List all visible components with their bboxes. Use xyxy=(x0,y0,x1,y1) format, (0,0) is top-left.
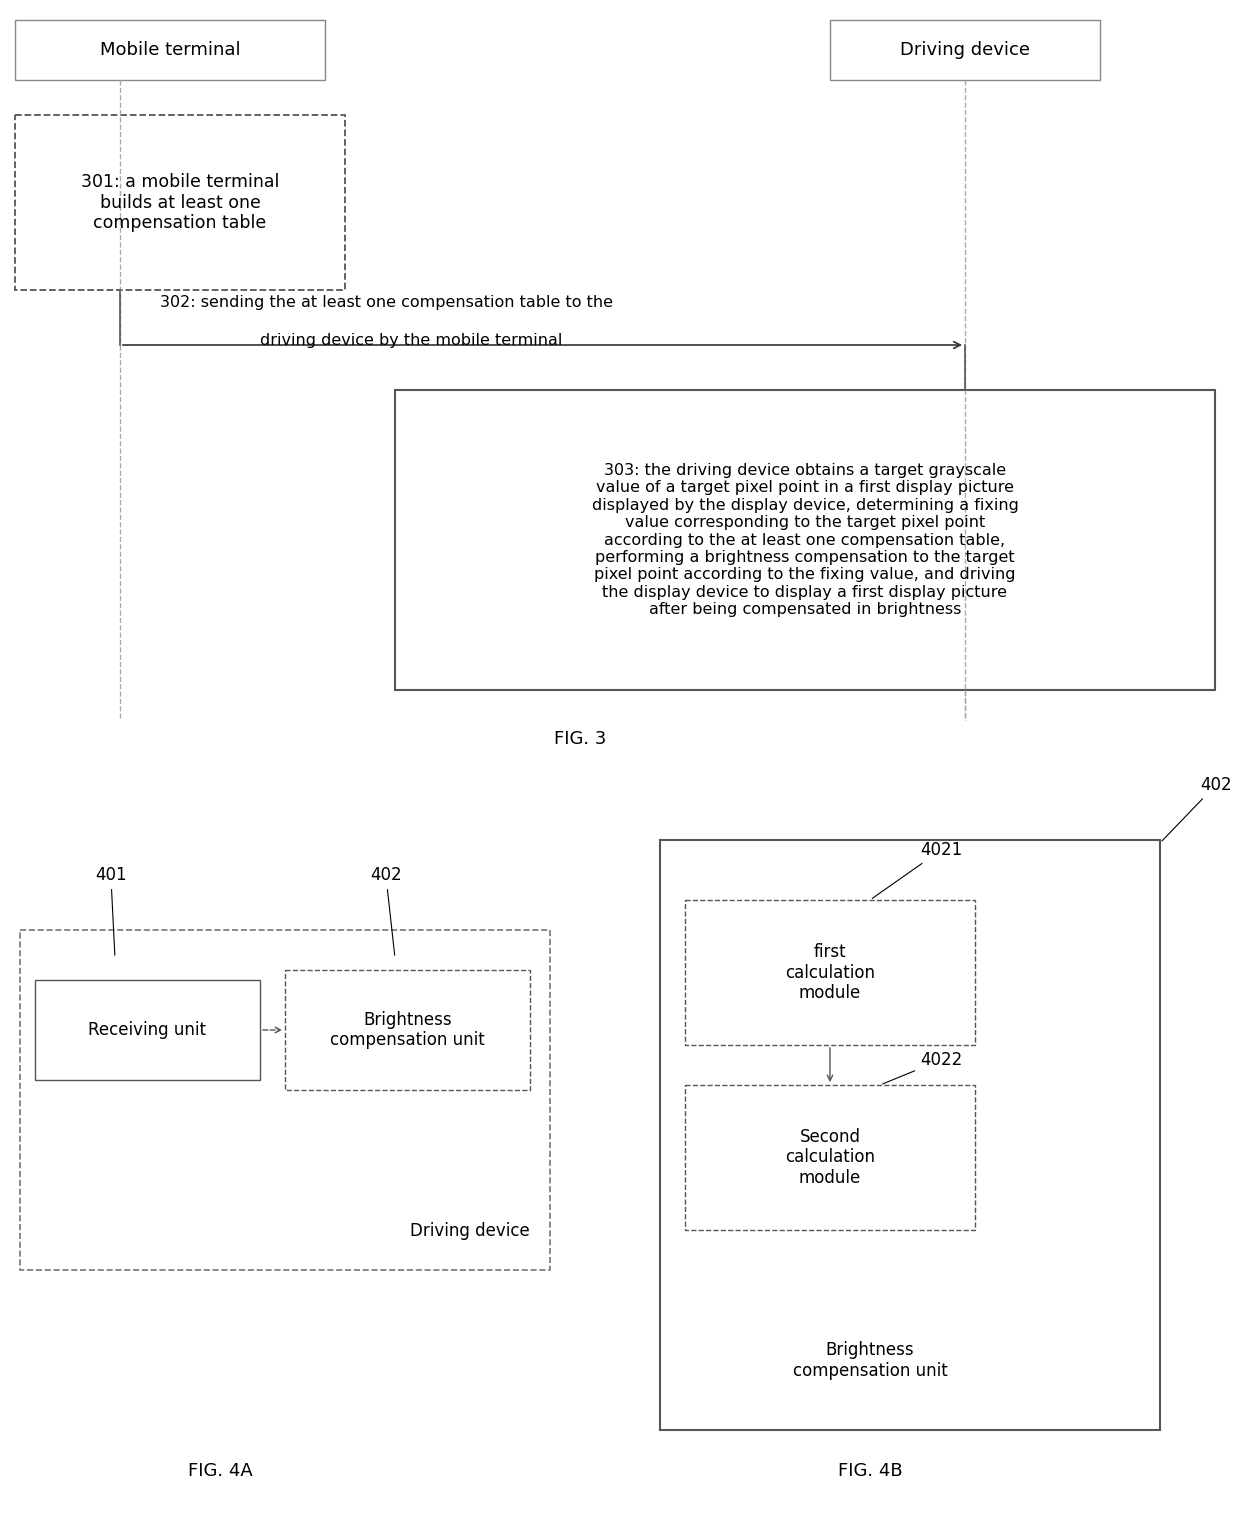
Text: 4022: 4022 xyxy=(883,1051,962,1085)
FancyBboxPatch shape xyxy=(285,970,529,1089)
Text: FIG. 3: FIG. 3 xyxy=(554,731,606,748)
FancyBboxPatch shape xyxy=(684,899,975,1045)
Text: 401: 401 xyxy=(95,866,126,956)
Text: driving device by the mobile terminal: driving device by the mobile terminal xyxy=(260,332,563,348)
Text: 303: the driving device obtains a target grayscale
value of a target pixel point: 303: the driving device obtains a target… xyxy=(591,463,1018,617)
Text: first
calculation
module: first calculation module xyxy=(785,942,875,1002)
Text: FIG. 4B: FIG. 4B xyxy=(838,1462,903,1480)
FancyBboxPatch shape xyxy=(396,391,1215,689)
FancyBboxPatch shape xyxy=(830,20,1100,80)
Text: FIG. 4A: FIG. 4A xyxy=(187,1462,253,1480)
Text: 301: a mobile terminal
builds at least one
compensation table: 301: a mobile terminal builds at least o… xyxy=(81,173,279,233)
FancyBboxPatch shape xyxy=(35,980,260,1080)
Text: 402: 402 xyxy=(1162,777,1231,841)
Text: Brightness
compensation unit: Brightness compensation unit xyxy=(792,1340,947,1380)
Text: Second
calculation
module: Second calculation module xyxy=(785,1128,875,1187)
Text: 4021: 4021 xyxy=(872,841,962,898)
Text: Brightness
compensation unit: Brightness compensation unit xyxy=(330,1011,485,1049)
Text: 302: sending the at least one compensation table to the: 302: sending the at least one compensati… xyxy=(160,296,613,309)
Text: Receiving unit: Receiving unit xyxy=(88,1020,207,1039)
FancyBboxPatch shape xyxy=(15,115,345,290)
FancyBboxPatch shape xyxy=(684,1085,975,1230)
FancyBboxPatch shape xyxy=(660,840,1159,1429)
Text: Mobile terminal: Mobile terminal xyxy=(99,41,241,60)
FancyBboxPatch shape xyxy=(15,20,325,80)
Text: Driving device: Driving device xyxy=(410,1223,529,1239)
FancyBboxPatch shape xyxy=(20,930,551,1270)
Text: Driving device: Driving device xyxy=(900,41,1030,60)
Text: 402: 402 xyxy=(370,866,402,956)
